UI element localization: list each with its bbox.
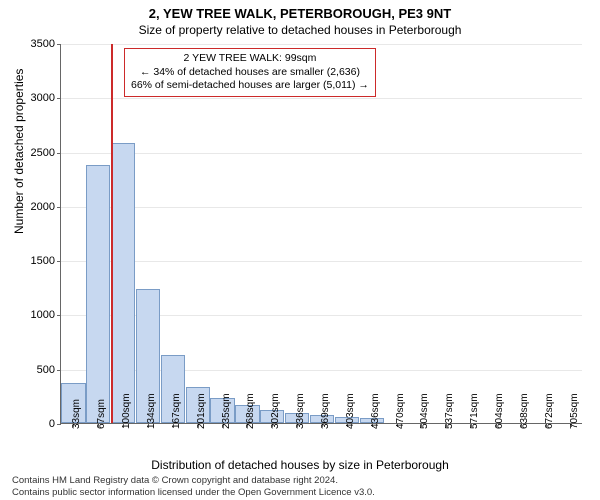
chart-area: 050010001500200025003000350033sqm67sqm10… <box>60 44 582 424</box>
x-tick-label: 201sqm <box>196 393 207 429</box>
x-tick-label: 504sqm <box>419 393 430 429</box>
footer-line-1: Contains HM Land Registry data © Crown c… <box>12 475 588 486</box>
y-tick-label: 1000 <box>31 309 61 321</box>
x-tick-label: 436sqm <box>370 393 381 429</box>
x-tick-label: 403sqm <box>345 393 356 429</box>
y-tick-label: 3500 <box>31 38 61 50</box>
x-tick-label: 537sqm <box>444 393 455 429</box>
x-tick-label: 705sqm <box>569 393 580 429</box>
x-tick-label: 571sqm <box>469 393 480 429</box>
x-tick-label: 134sqm <box>146 393 157 429</box>
histogram-bar <box>111 143 135 423</box>
gridline <box>61 261 582 262</box>
gridline <box>61 98 582 99</box>
callout-line-2: ← 34% of detached houses are smaller (2,… <box>131 66 369 80</box>
y-tick-label: 2500 <box>31 147 61 159</box>
x-tick-label: 33sqm <box>71 399 82 429</box>
x-tick-label: 369sqm <box>320 393 331 429</box>
footer-text: Contains HM Land Registry data © Crown c… <box>0 475 600 498</box>
callout-box: 2 YEW TREE WALK: 99sqm ← 34% of detached… <box>124 48 376 97</box>
gridline <box>61 207 582 208</box>
y-axis-label: Number of detached properties <box>12 69 26 234</box>
x-tick-label: 268sqm <box>245 393 256 429</box>
x-tick-label: 100sqm <box>121 393 132 429</box>
y-tick-label: 2000 <box>31 201 61 213</box>
y-tick-label: 0 <box>49 418 61 430</box>
x-tick-label: 470sqm <box>395 393 406 429</box>
callout-line-3: 66% of semi-detached houses are larger (… <box>131 79 369 93</box>
y-tick-label: 500 <box>37 364 61 376</box>
x-tick-label: 67sqm <box>96 399 107 429</box>
y-tick-label: 3000 <box>31 92 61 104</box>
x-tick-label: 604sqm <box>494 393 505 429</box>
plot-region: 050010001500200025003000350033sqm67sqm10… <box>60 44 582 424</box>
page-subtitle: Size of property relative to detached ho… <box>0 21 600 41</box>
y-tick-label: 1500 <box>31 255 61 267</box>
x-tick-label: 302sqm <box>270 393 281 429</box>
gridline <box>61 44 582 45</box>
histogram-bar <box>86 165 110 423</box>
gridline <box>61 153 582 154</box>
x-axis-label: Distribution of detached houses by size … <box>0 458 600 472</box>
x-tick-label: 638sqm <box>519 393 530 429</box>
page-title: 2, YEW TREE WALK, PETERBOROUGH, PE3 9NT <box>0 0 600 21</box>
x-tick-label: 672sqm <box>544 393 555 429</box>
callout-line-1: 2 YEW TREE WALK: 99sqm <box>131 52 369 66</box>
x-tick-label: 167sqm <box>171 393 182 429</box>
footer-line-2: Contains public sector information licen… <box>12 487 588 498</box>
x-tick-label: 336sqm <box>295 393 306 429</box>
x-tick-label: 235sqm <box>221 393 232 429</box>
property-marker-line <box>111 44 113 423</box>
